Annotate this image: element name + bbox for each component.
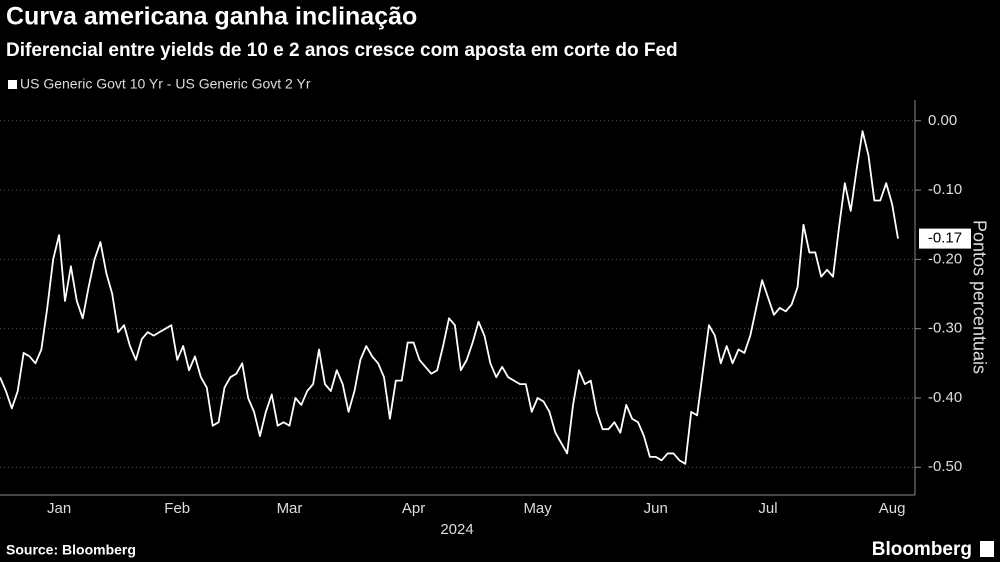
y-tick-label: 0.00 [928,112,957,129]
chart-title: Curva americana ganha inclinação [6,3,417,31]
x-tick-label: Mar [277,500,303,517]
series-line [0,130,899,465]
x-axis-label: 2024 [440,521,473,538]
last-value-label: -0.17 [928,230,962,247]
x-tick-label: Jun [644,500,668,517]
brand: Bloomberg [872,539,972,560]
source: Source: Bloomberg [6,542,136,558]
x-tick-label: May [523,500,552,517]
x-tick-label: Apr [402,500,425,517]
last-value-box [919,228,971,249]
y-tick-label: -0.30 [928,320,962,337]
x-tick-label: Jan [47,500,71,517]
y-axis-label: Pontos percentuais [969,220,989,374]
y-tick-label: -0.50 [928,458,962,475]
x-tick-label: Feb [164,500,190,517]
chart-subtitle: Diferencial entre yields de 10 e 2 anos … [6,40,678,61]
legend-swatch [8,80,17,89]
brand-icon [980,541,994,557]
legend-label: US Generic Govt 10 Yr - US Generic Govt … [20,76,311,92]
y-tick-label: -0.20 [928,250,962,267]
x-tick-label: Aug [879,500,906,517]
y-tick-label: -0.10 [928,181,962,198]
y-tick-label: -0.40 [928,389,962,406]
x-tick-label: Jul [758,500,777,517]
